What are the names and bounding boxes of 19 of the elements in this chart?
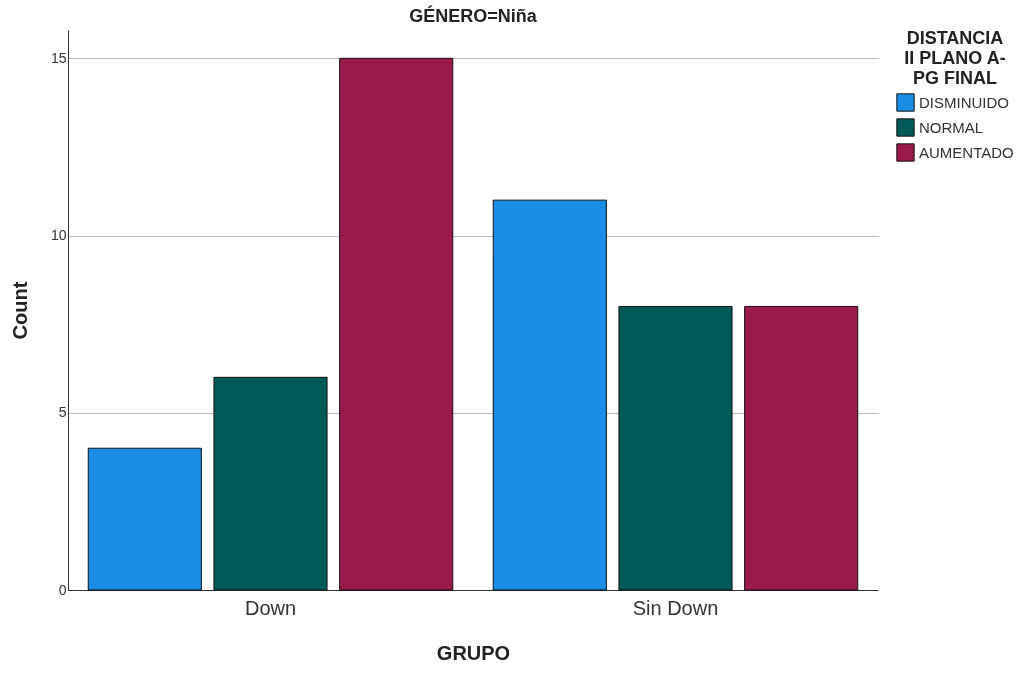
legend-title: DISTANCIA II PLANO A-PG FINAL bbox=[904, 28, 1006, 88]
x-tick-label: Down bbox=[244, 596, 297, 619]
x-tick-label: Sin Down bbox=[632, 596, 719, 619]
y-tick-label: 0 bbox=[58, 581, 67, 598]
legend-label: NORMAL bbox=[919, 118, 984, 136]
bar bbox=[492, 199, 607, 591]
bar bbox=[87, 447, 202, 591]
legend-label: DISMINUIDO bbox=[919, 93, 1009, 111]
y-axis-title: Count bbox=[8, 281, 31, 340]
bar bbox=[213, 376, 328, 591]
x-axis-title: GRUPO bbox=[436, 641, 511, 664]
bar bbox=[339, 57, 454, 591]
y-tick-label: 5 bbox=[58, 404, 67, 421]
bar bbox=[618, 305, 733, 591]
y-tick-label: 15 bbox=[50, 49, 67, 66]
bar bbox=[744, 305, 859, 591]
chart-title: GÉNERO=Niña bbox=[409, 5, 538, 26]
y-tick-label: 10 bbox=[50, 227, 67, 244]
legend-label: AUMENTADO bbox=[919, 143, 1014, 161]
